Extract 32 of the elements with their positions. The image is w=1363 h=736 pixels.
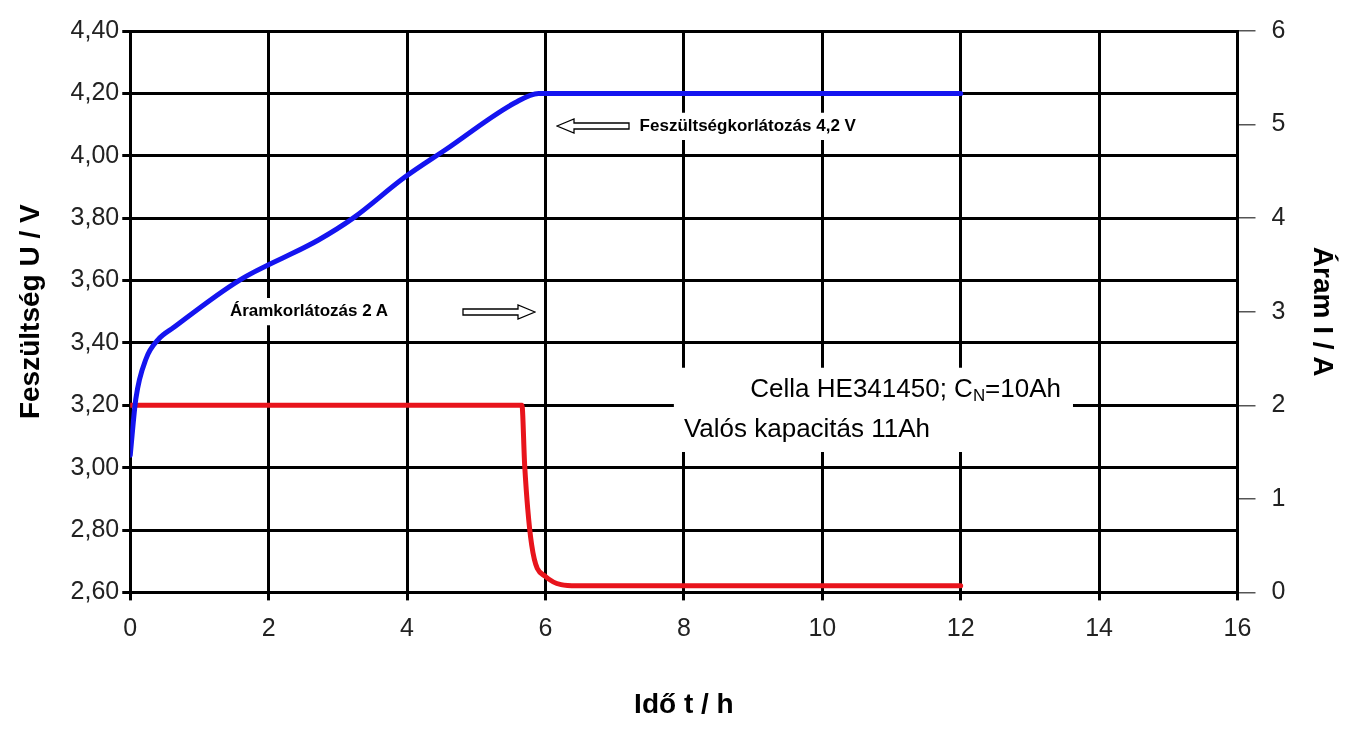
y2-axis-title: Áram I / A xyxy=(1308,246,1340,377)
y-tick-label: 3,00 xyxy=(70,451,120,480)
y-tick-label: 3,20 xyxy=(70,389,120,418)
y-axis-title: Feszültség U / V xyxy=(13,204,45,420)
y2-tick-label: 6 xyxy=(1271,14,1286,43)
annotation: Feszültségkorlátozás 4,2 V xyxy=(639,116,857,136)
y-tick-label: 4,40 xyxy=(70,14,120,43)
y-tick-label: 3,60 xyxy=(70,264,120,293)
x-tick-label: 16 xyxy=(1223,613,1252,642)
x-tick-label: 0 xyxy=(123,613,138,642)
x-tick-label: 8 xyxy=(676,613,691,642)
y2-tick-label: 5 xyxy=(1271,108,1286,137)
x-axis-title: Idő t / h xyxy=(634,687,734,719)
y2-tick-label: 1 xyxy=(1271,482,1286,511)
x-tick-label: 4 xyxy=(400,613,415,642)
y-tick-label: 4,20 xyxy=(70,77,120,106)
x-tick-label: 10 xyxy=(808,613,837,642)
y2-tick-label: 2 xyxy=(1271,389,1286,418)
y-tick-label: 2,60 xyxy=(70,576,120,605)
annotation: Áramkorlátozás 2 A xyxy=(229,301,389,321)
x-tick-label: 14 xyxy=(1085,613,1114,642)
x-tick-label: 2 xyxy=(261,613,276,642)
y-tick-label: 3,40 xyxy=(70,326,120,355)
y-tick-label: 4,00 xyxy=(70,139,120,168)
x-tick-label: 6 xyxy=(538,613,553,642)
y-tick-label: 3,80 xyxy=(70,202,120,231)
annotation: Valós kapacitás 11Ah xyxy=(683,412,931,443)
y2-tick-label: 4 xyxy=(1271,202,1286,231)
y-tick-label: 2,80 xyxy=(70,513,120,542)
y2-tick-label: 3 xyxy=(1271,295,1286,324)
y2-tick-label: 0 xyxy=(1271,576,1286,605)
x-tick-label: 12 xyxy=(946,613,975,642)
